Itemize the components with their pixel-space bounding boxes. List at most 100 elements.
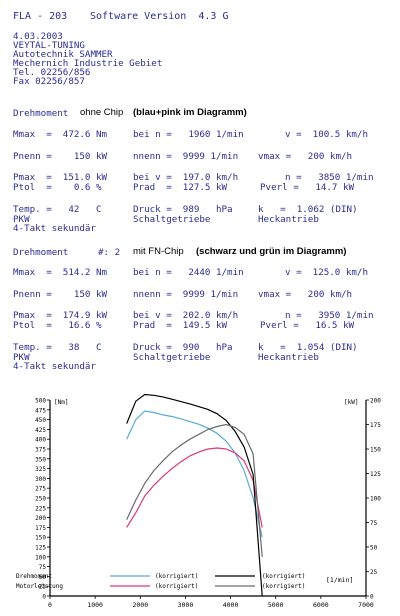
y-left-tick-label: 325 xyxy=(35,466,46,473)
run2-run-number: #: 2 xyxy=(98,247,121,258)
run1-row4-col3: Pverl = 14.7 kW xyxy=(260,182,355,193)
run1-row3-col3: n = 3850 1/min xyxy=(285,172,374,183)
y-right-tick-label: 50 xyxy=(370,545,378,552)
run2-row3-col1: Pmax = 174.9 kW xyxy=(13,310,108,321)
model-label: FLA - 203 xyxy=(13,11,68,22)
y-right-tick-label: 175 xyxy=(370,422,381,429)
run1-row1-col3: v = 100.5 km/h xyxy=(285,129,368,140)
run2-row6-col3: Heckantrieb xyxy=(258,352,319,363)
run1-row4-col1: Ptol = 0.6 % xyxy=(13,182,102,193)
run1-row2-col3: vmax = 200 km/h xyxy=(258,151,353,162)
y-left-tick-label: 275 xyxy=(35,486,46,493)
run2-row1-col3: v = 125.0 km/h xyxy=(285,267,368,278)
y-right-tick-label: 0 xyxy=(370,594,374,601)
run1-row1-col2: bei n = 1960 1/min xyxy=(133,129,244,140)
y-right-tick-label: 200 xyxy=(370,398,381,405)
run2-row2-col2: nnenn = 9999 1/min xyxy=(133,289,239,300)
company-line-5: Fax 02256/857 xyxy=(13,76,85,87)
run2-row2-col3: vmax = 200 km/h xyxy=(258,289,353,300)
series-line-3 xyxy=(126,393,263,597)
y-left-tick-label: 425 xyxy=(35,427,46,434)
y-left-tick-label: 75 xyxy=(39,564,47,571)
y-right-tick-label: 75 xyxy=(370,520,378,527)
legend-power-tag-1: (korrigiert) xyxy=(155,583,198,590)
legend-power-tag-2: (korrigiert) xyxy=(262,583,305,590)
run2-row7-col1: 4-Takt sekundär xyxy=(13,361,96,372)
y-left-unit: [Nm] xyxy=(54,399,68,406)
y-left-tick-label: 450 xyxy=(35,417,46,424)
run2-row6-col1: PKW xyxy=(13,352,30,363)
y-left-tick-label: 300 xyxy=(35,476,46,483)
legend-torque-label: Drehmoment xyxy=(16,573,53,580)
y-left-tick-label: 375 xyxy=(35,447,46,454)
run2-note-b: (schwarz und grün im Diagramm) xyxy=(196,246,347,257)
run1-row5-col1: Temp. = 42 C xyxy=(13,204,102,215)
y-left-tick-label: 0 xyxy=(42,594,46,601)
y-left-tick-label: 100 xyxy=(35,554,46,561)
run1-row2-col2: nnenn = 9999 1/min xyxy=(133,151,239,162)
run2-row4-col3: Pverl = 16.5 kW xyxy=(260,320,355,331)
run1-row2-col1: Pnenn = 150 kW xyxy=(13,151,108,162)
run2-row1-col1: Mmax = 514.2 Nm xyxy=(13,267,108,278)
run2-note-a: mit FN-Chip xyxy=(133,246,184,257)
run2-row6-col2: Schaltgetriebe xyxy=(133,352,211,363)
report-date: 4.03.2003 xyxy=(13,31,63,42)
series-line-2 xyxy=(126,447,263,528)
run2-row2-col1: Pnenn = 150 kW xyxy=(13,289,108,300)
run1-title: Drehmoment xyxy=(13,108,69,119)
y-left-tick-label: 50 xyxy=(39,574,47,581)
dyno-chart: 0255075100125150175200225250275300325350… xyxy=(16,393,381,610)
chart-legend: Drehmoment Motorleistung (korrigiert) (korr… xyxy=(16,573,305,590)
y-left-tick-label: 350 xyxy=(35,456,46,463)
run1-row5-col3: k = 1.062 (DIN) xyxy=(258,204,358,215)
run2-row5-col3: k = 1.054 (DIN) xyxy=(258,342,358,353)
run1-note-a: ohne Chip xyxy=(80,107,124,118)
chart-series xyxy=(126,393,263,597)
run2-row4-col1: Ptol = 16.6 % xyxy=(13,320,102,331)
y-right-tick-label: 125 xyxy=(370,471,381,478)
company-line-2: Autotechnik SAMMER xyxy=(13,49,113,60)
run2-row4-col2: Prad = 149.5 kW xyxy=(133,320,228,331)
series-line-1 xyxy=(126,410,263,538)
run2-title: Drehmoment xyxy=(13,247,69,258)
x-tick-label: 5000 xyxy=(268,601,284,609)
y-left-tick-label: 150 xyxy=(35,535,46,542)
run1-row3-col2: bei v = 197.0 km/h xyxy=(133,172,239,183)
x-tick-label: 3000 xyxy=(178,601,194,609)
run1-note-b: (blau+pink im Diagramm) xyxy=(133,107,247,118)
legend-power-label: Motorleistung xyxy=(16,583,63,590)
run2-row1-col2: bei n = 2440 1/min xyxy=(133,267,244,278)
company-line-4: Tel. 02256/856 xyxy=(13,67,91,78)
run1-row6-col2: Schaltgetriebe xyxy=(133,214,211,225)
y-left-tick-label: 500 xyxy=(35,398,46,405)
company-line-3: Mechernich Industrie Gebiet xyxy=(13,58,163,69)
y-right-tick-label: 100 xyxy=(370,496,381,503)
y-right-tick-label: 150 xyxy=(370,447,381,454)
run1-row5-col2: Druck = 989 hPa xyxy=(133,204,233,215)
x-tick-label: 2000 xyxy=(132,601,148,609)
x-tick-label: 0 xyxy=(48,601,52,609)
y-left-tick-label: 200 xyxy=(35,515,46,522)
x-tick-label: 7000 xyxy=(358,601,374,609)
y-right-unit: [kW] xyxy=(344,399,358,406)
y-left-tick-label: 25 xyxy=(39,584,47,591)
y-left-tick-label: 400 xyxy=(35,437,46,444)
run1-row1-col1: Mmax = 472.6 Nm xyxy=(13,129,108,140)
legend-torque-tag-2: (korrigiert) xyxy=(262,573,305,580)
run1-row6-col3: Heckantrieb xyxy=(258,214,319,225)
x-tick-label: 6000 xyxy=(313,601,329,609)
y-left-tick-label: 475 xyxy=(35,407,46,414)
x-tick-label: 1000 xyxy=(87,601,103,609)
run1-row6-col1: PKW xyxy=(13,214,30,225)
y-left-tick-label: 175 xyxy=(35,525,46,532)
y-left-tick-label: 225 xyxy=(35,505,46,512)
chart-ticks: 0255075100125150175200225250275300325350… xyxy=(35,398,381,610)
y-left-tick-label: 250 xyxy=(35,496,46,503)
x-axis-unit: [1/min] xyxy=(326,576,353,584)
run1-row3-col1: Pmax = 151.0 kW xyxy=(13,172,108,183)
run2-row3-col3: n = 3950 1/min xyxy=(285,310,374,321)
y-right-tick-label: 25 xyxy=(370,569,378,576)
run2-row3-col2: bei v = 202.0 km/h xyxy=(133,310,239,321)
run2-row5-col1: Temp. = 38 C xyxy=(13,342,102,353)
x-tick-label: 4000 xyxy=(223,601,239,609)
